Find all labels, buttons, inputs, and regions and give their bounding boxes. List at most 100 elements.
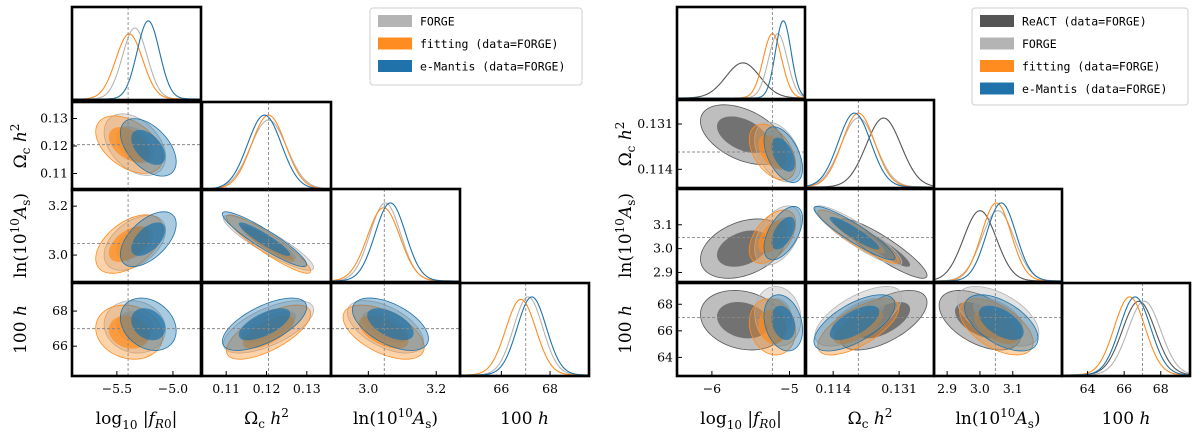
y-tick-label: 66 bbox=[52, 338, 68, 353]
marginal-panel-logfr0 bbox=[675, 5, 807, 101]
contour-68-emantis bbox=[238, 222, 291, 256]
marginal-curve-emantis bbox=[72, 20, 201, 100]
x-tick-label: 3.0 bbox=[970, 381, 990, 396]
x-axis-label-omch2: Ωc h2 bbox=[244, 406, 289, 431]
y-tick-label: 0.114 bbox=[637, 161, 673, 176]
panel-frame bbox=[458, 281, 591, 378]
contour-68-emantis bbox=[131, 308, 166, 341]
marginal-curve-react bbox=[677, 62, 805, 99]
x-tick-label: 3.2 bbox=[426, 381, 446, 396]
contour-panel-h100-vs-omch2: 0.114 0.131 bbox=[804, 281, 936, 396]
marginal-curve-fitting bbox=[72, 33, 201, 100]
x-tick-label: 3.0 bbox=[358, 381, 378, 396]
x-tick-label: 0.12 bbox=[253, 381, 281, 396]
x-axis-label-logfr0: log10 |fR0| bbox=[96, 409, 178, 432]
x-tick-label: 66 bbox=[1116, 381, 1132, 396]
legend-swatch-fitting bbox=[980, 60, 1014, 72]
marginal-panel-omch2 bbox=[804, 98, 936, 190]
marginal-panel-omch2 bbox=[200, 100, 333, 192]
x-axis-label-lnAs: ln(1010As) bbox=[955, 406, 1040, 431]
x-tick-label: −5.5 bbox=[102, 381, 132, 396]
x-axis-label-omch2: Ωc h2 bbox=[848, 406, 893, 431]
x-tick-label: 0.11 bbox=[212, 381, 240, 396]
marginal-curve-fitting bbox=[677, 33, 805, 99]
y-tick-label: 2.9 bbox=[653, 264, 673, 279]
y-axis-label-omch2: Ωc h2 bbox=[613, 122, 638, 167]
y-tick-label: 68 bbox=[657, 296, 673, 311]
contour-68-emantis bbox=[131, 129, 166, 165]
contour-panel-omch2-vs-logfr0: 0.11 0.12 0.13 bbox=[40, 100, 203, 192]
marginal-curve-forge bbox=[677, 33, 805, 99]
marginal-curve-react bbox=[934, 210, 1062, 282]
marginal-curve-fitting bbox=[1062, 296, 1190, 376]
x-axis-label-logfr0: log10 |fR0| bbox=[700, 409, 782, 432]
legend-label: fitting (data=FORGE) bbox=[1022, 60, 1160, 74]
x-tick-label: 0.13 bbox=[293, 381, 321, 396]
contour-68-react bbox=[717, 302, 769, 339]
y-axis-label-lnAs: ln(1010As) bbox=[613, 193, 638, 278]
marginal-curve-fitting bbox=[934, 202, 1062, 282]
marginal-curve-forge bbox=[460, 296, 589, 376]
contour-panel-h100-vs-omch2: 0.11 0.12 0.13 bbox=[200, 281, 333, 396]
y-tick-label: 3.0 bbox=[48, 247, 68, 262]
marginal-curve-emantis bbox=[677, 20, 805, 99]
x-tick-label: 0.114 bbox=[815, 381, 851, 396]
y-axis-label-lnAs: ln(1010As) bbox=[8, 193, 33, 278]
y-axis-label-omch2: Ωc h2 bbox=[8, 124, 33, 169]
legend-label: ReACT (data=FORGE) bbox=[1022, 15, 1147, 29]
marginal-panel-h100: 66 68 bbox=[458, 281, 591, 396]
legend-label: fitting (data=FORGE) bbox=[420, 37, 558, 51]
contour-panel-lnAs-vs-omch2 bbox=[200, 187, 333, 284]
y-tick-label: 3.0 bbox=[653, 241, 673, 256]
legend-swatch-emantis bbox=[378, 60, 412, 72]
legend-swatch-emantis bbox=[980, 82, 1014, 95]
x-tick-label: 68 bbox=[1153, 381, 1169, 396]
legend-frame bbox=[971, 7, 1189, 106]
legend-label: e-Mantis (data=FORGE) bbox=[1022, 82, 1167, 96]
y-tick-label: 0.13 bbox=[40, 111, 68, 126]
legend: FORGE fitting (data=FORGE) e-Mantis (data=… bbox=[369, 7, 583, 86]
contour-panel-h100-vs-logfr0: −5.5 −5.0 66 68 bbox=[52, 281, 203, 396]
marginal-curve-forge bbox=[331, 202, 460, 282]
x-tick-label: −5.0 bbox=[158, 381, 188, 396]
x-axis-label-lnAs: ln(1010As) bbox=[353, 406, 438, 431]
legend-swatch-fitting bbox=[378, 37, 412, 50]
legend-swatch-forge bbox=[980, 37, 1014, 50]
marginal-curve-emantis bbox=[460, 296, 589, 376]
legend-label: FORGE bbox=[420, 15, 455, 29]
legend-label: e-Mantis (data=FORGE) bbox=[420, 60, 565, 74]
x-tick-label: 68 bbox=[542, 381, 558, 396]
x-tick-label: 3.1 bbox=[1003, 381, 1023, 396]
y-tick-label: 68 bbox=[52, 303, 68, 318]
marginal-curve-forge bbox=[202, 119, 331, 190]
contour-panel-omch2-vs-logfr0: 0.114 0.131 bbox=[637, 98, 807, 190]
contour-68-emantis bbox=[367, 308, 414, 341]
y-axis-label-h100: 100 h bbox=[616, 305, 636, 354]
x-axis-label-h100: 100 h bbox=[500, 409, 549, 429]
marginal-curve-react bbox=[806, 117, 934, 188]
corner-plot-2: 0.114 0.131 2.9 3.0 3.1 −6 −5 64 66 68 0.114 0.131 2… bbox=[613, 5, 1192, 432]
contour-panel-lnAs-vs-logfr0: 2.9 3.0 3.1 bbox=[653, 187, 807, 284]
contour-panel-lnAs-vs-logfr0: 3.0 3.2 bbox=[48, 187, 203, 284]
contour-68-emantis bbox=[829, 305, 880, 341]
marginal-curve-emantis bbox=[934, 202, 1062, 282]
y-axis-label-h100: 100 h bbox=[11, 305, 31, 354]
panel-frame bbox=[1060, 281, 1192, 378]
contour-68-emantis bbox=[131, 222, 166, 256]
marginal-panel-lnAs bbox=[329, 187, 462, 284]
x-tick-label: 64 bbox=[1080, 381, 1096, 396]
legend-frame bbox=[369, 7, 583, 86]
y-tick-label: 3.1 bbox=[653, 217, 673, 232]
panel-frame bbox=[329, 187, 462, 284]
marginal-curve-emantis bbox=[202, 114, 331, 190]
contour-68-emantis bbox=[771, 216, 796, 250]
contour-68-emantis bbox=[238, 308, 291, 341]
x-tick-label: −5 bbox=[780, 381, 798, 396]
contour-panel-h100-vs-lnAs: 2.9 3.0 3.1 bbox=[932, 281, 1064, 396]
legend: ReACT (data=FORGE) FORGE fitting (data=FOR… bbox=[971, 7, 1189, 106]
marginal-curve-fitting bbox=[202, 114, 331, 190]
contour-panel-lnAs-vs-omch2 bbox=[804, 187, 936, 284]
x-tick-label: 66 bbox=[493, 381, 509, 396]
